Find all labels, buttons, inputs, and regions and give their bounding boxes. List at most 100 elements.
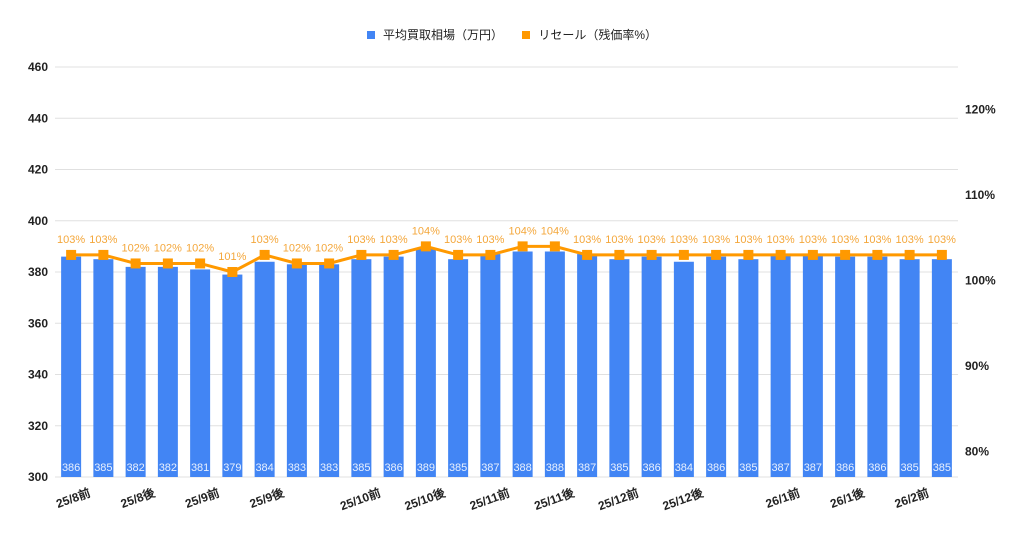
line-point-marker[interactable] (743, 249, 754, 260)
bar-value-label: 385 (610, 462, 628, 474)
bar-value-label: 382 (159, 462, 177, 474)
bar[interactable] (125, 266, 146, 477)
line-point-marker[interactable] (485, 249, 496, 260)
bar-value-label: 387 (771, 462, 789, 474)
line-point-marker[interactable] (291, 258, 302, 269)
line-point-marker[interactable] (453, 249, 464, 260)
line-value-label: 103% (476, 234, 504, 246)
line-value-label: 103% (702, 234, 730, 246)
legend-item-line[interactable]: リセール（残価率%） (522, 26, 657, 43)
left-axis-tick: 460 (28, 60, 48, 74)
line-value-label: 103% (670, 234, 698, 246)
bar-value-label: 386 (868, 462, 886, 474)
bar[interactable] (673, 261, 694, 477)
line-value-label: 103% (605, 234, 633, 246)
bar[interactable] (544, 251, 565, 478)
line-point-marker[interactable] (162, 258, 173, 269)
legend-label-line: リセール（残価率%） (538, 28, 658, 42)
chart-legend: 平均買取相場（万円） リセール（残価率%） (0, 26, 1024, 43)
line-point-marker[interactable] (775, 249, 786, 260)
line-point-marker[interactable] (678, 249, 689, 260)
bar[interactable] (93, 259, 114, 477)
line-value-label: 103% (444, 234, 472, 246)
bar[interactable] (319, 264, 340, 477)
bar[interactable] (448, 259, 469, 477)
bar[interactable] (641, 256, 662, 477)
bar[interactable] (512, 251, 533, 478)
line-point-marker[interactable] (227, 267, 238, 277)
line-series: 103% 103% 102% 102% 102% 101% 103% 102% 102% 103%… (57, 225, 956, 277)
line-value-label: 103% (734, 234, 762, 246)
bar[interactable] (383, 256, 404, 477)
bar[interactable] (577, 254, 598, 477)
bar[interactable] (61, 256, 82, 477)
line-point-marker[interactable] (646, 249, 657, 260)
bar[interactable] (351, 259, 372, 477)
line-point-marker[interactable] (356, 249, 367, 260)
x-axis: 25/8前 25/8後 25/9前 25/9後 25/10前 25/10後 25/11前 25… (54, 484, 931, 513)
line-point-marker[interactable] (259, 249, 270, 260)
line-value-label: 103% (863, 234, 891, 246)
x-axis-tick: 26/1後 (828, 484, 867, 511)
line-point-marker[interactable] (420, 241, 431, 252)
x-axis-tick: 26/1前 (763, 485, 801, 511)
bar[interactable] (835, 256, 856, 477)
bar[interactable] (802, 254, 823, 477)
bar[interactable] (738, 259, 759, 477)
line-point-marker[interactable] (872, 249, 883, 260)
line-value-label: 103% (767, 234, 795, 246)
line-point-marker[interactable] (711, 249, 722, 260)
line-point-marker[interactable] (195, 258, 206, 269)
bar-value-label: 386 (707, 462, 725, 474)
right-axis: 80% 90% 100% 110% 120% (965, 103, 996, 459)
bar-value-label: 387 (578, 462, 596, 474)
bar-value-label: 386 (62, 462, 80, 474)
bar-value-label: 379 (223, 462, 241, 474)
bar[interactable] (190, 269, 211, 477)
bar-value-label: 385 (933, 462, 951, 474)
line-point-marker[interactable] (549, 241, 560, 252)
line-point-marker[interactable] (517, 241, 528, 252)
line-point-marker[interactable] (130, 258, 141, 269)
bar[interactable] (931, 259, 952, 477)
x-axis-tick: 25/11後 (532, 484, 577, 513)
left-axis-tick: 380 (28, 265, 48, 279)
line-point-marker[interactable] (324, 258, 335, 269)
bar-value-label: 389 (417, 462, 435, 474)
line-point-marker[interactable] (614, 249, 625, 260)
bar-value-label: 386 (642, 462, 660, 474)
left-axis: 300 320 340 360 380 400 420 440 460 (28, 60, 48, 484)
bar[interactable] (706, 256, 727, 477)
line-value-label: 103% (896, 234, 924, 246)
line-value-label: 103% (573, 234, 601, 246)
line-point-marker[interactable] (98, 249, 109, 260)
line-point-marker[interactable] (840, 249, 851, 260)
x-axis-tick: 25/11前 (468, 485, 512, 513)
line-value-label: 103% (347, 234, 375, 246)
bar[interactable] (286, 264, 307, 477)
bar[interactable] (480, 254, 501, 477)
x-axis-tick: 26/2前 (892, 485, 930, 511)
x-axis-tick: 25/8前 (54, 485, 92, 511)
bar[interactable] (609, 259, 630, 477)
line-point-marker[interactable] (807, 249, 818, 260)
bar[interactable] (770, 254, 791, 477)
line-value-label: 102% (122, 242, 150, 254)
line-point-marker[interactable] (388, 249, 399, 260)
bar[interactable] (415, 248, 436, 477)
line-point-marker[interactable] (66, 249, 77, 260)
resale-line (71, 244, 942, 274)
bar-value-label: 382 (126, 462, 144, 474)
right-axis-tick: 80% (965, 444, 989, 458)
line-value-label: 102% (315, 242, 343, 254)
bar[interactable] (222, 274, 243, 477)
legend-item-bar[interactable]: 平均買取相場（万円） (366, 26, 503, 43)
line-point-marker[interactable] (936, 249, 947, 260)
bar[interactable] (867, 256, 888, 477)
line-point-marker[interactable] (582, 249, 593, 260)
line-value-label: 101% (218, 251, 246, 263)
bar[interactable] (254, 261, 275, 477)
bar[interactable] (899, 259, 920, 477)
line-point-marker[interactable] (904, 249, 915, 260)
bar[interactable] (157, 266, 178, 477)
